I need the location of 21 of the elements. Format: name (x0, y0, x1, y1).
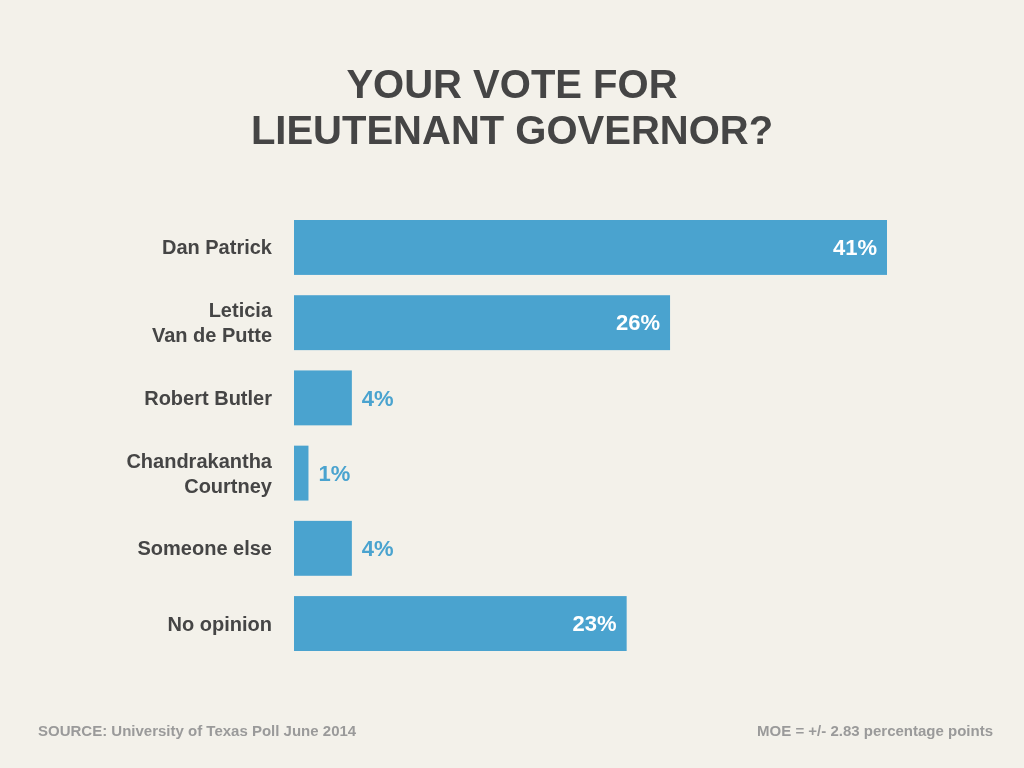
bar (294, 220, 887, 275)
text: MOE = +/- 2.83 percentage points (757, 722, 993, 739)
data-label: 26% (616, 310, 661, 336)
data-label: 23% (572, 611, 617, 637)
data-label: 41% (832, 235, 877, 261)
y-tick-label: Someone else (137, 537, 272, 560)
y-tick-label: Leticia Van de Putte (151, 299, 273, 347)
bar (294, 596, 627, 651)
y-tick-label: Dan Patrick (161, 236, 273, 259)
source-note: SOURCE: University of Texas Poll June 2014 (38, 722, 357, 739)
chart-title: YOUR VOTE FOR LIEUTENANT GOVERNOR? (250, 62, 774, 152)
bar (294, 520, 352, 576)
bar (294, 370, 352, 426)
bar (294, 295, 671, 351)
data-label: 4% (361, 385, 394, 411)
y-tick-label: Robert Butler (144, 386, 273, 409)
y-tick-label: Chandrakantha Courtney (126, 449, 273, 497)
data-label: 1% (318, 460, 351, 486)
data-label: 4% (361, 536, 394, 562)
y-tick-label: No opinion (167, 612, 272, 635)
bar (294, 445, 309, 501)
